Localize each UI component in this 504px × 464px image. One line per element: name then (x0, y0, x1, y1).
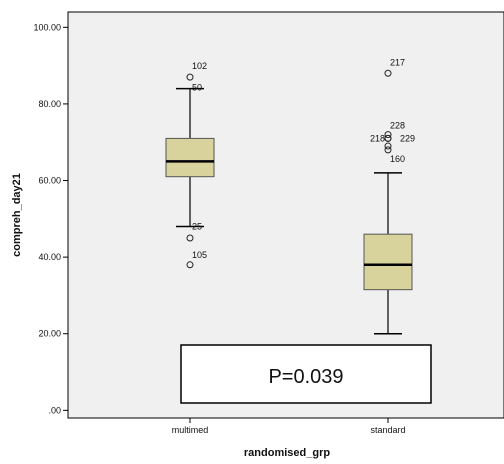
outlier-point (384, 69, 392, 77)
p-value-annotation: P=0.039 (180, 344, 432, 404)
outlier-point (384, 142, 392, 150)
x-axis: multimed standard (172, 418, 406, 435)
annotation-box (180, 344, 432, 404)
outlier-point (186, 73, 194, 81)
outlier-label: 25 (192, 221, 202, 231)
y-tick-label: .00 (48, 405, 61, 415)
iqr-box (165, 137, 215, 178)
outlier-label: 105 (192, 250, 207, 260)
x-tick-label: multimed (172, 425, 209, 435)
box-multimed: 102 50 25 105 (165, 61, 215, 269)
outlier-label: 50 (192, 83, 202, 93)
y-tick-label: 60.00 (38, 176, 61, 186)
outlier-label: 217 (390, 57, 405, 67)
box-standard: 217 228 218 229 160 (363, 57, 415, 335)
y-tick-label: 80.00 (38, 99, 61, 109)
y-tick-label: 20.00 (38, 329, 61, 339)
annotation-text: P=0.039 (268, 366, 343, 388)
outlier-point (186, 261, 194, 269)
outlier-label: 228 (390, 121, 405, 131)
outlier-point (384, 134, 392, 142)
outlier-point (186, 234, 194, 242)
y-axis: .00 20.00 40.00 60.00 80.00 100.00 (33, 22, 68, 415)
boxes: 102 50 25 105 217 228 218 229 160 (165, 57, 415, 335)
y-tick-label: 100.00 (33, 22, 61, 32)
outlier-label: 218 (370, 133, 385, 143)
outlier-label: 102 (192, 61, 207, 71)
outlier-label: 160 (390, 154, 405, 164)
outlier-point (384, 146, 392, 154)
x-axis-title: randomised_grp (244, 447, 330, 459)
x-tick-label: standard (370, 425, 405, 435)
outlier-point (384, 131, 392, 139)
y-tick-label: 40.00 (38, 252, 61, 262)
outlier-label: 229 (400, 133, 415, 143)
y-axis-title: compreh_day21 (11, 173, 23, 257)
iqr-box (363, 233, 413, 291)
